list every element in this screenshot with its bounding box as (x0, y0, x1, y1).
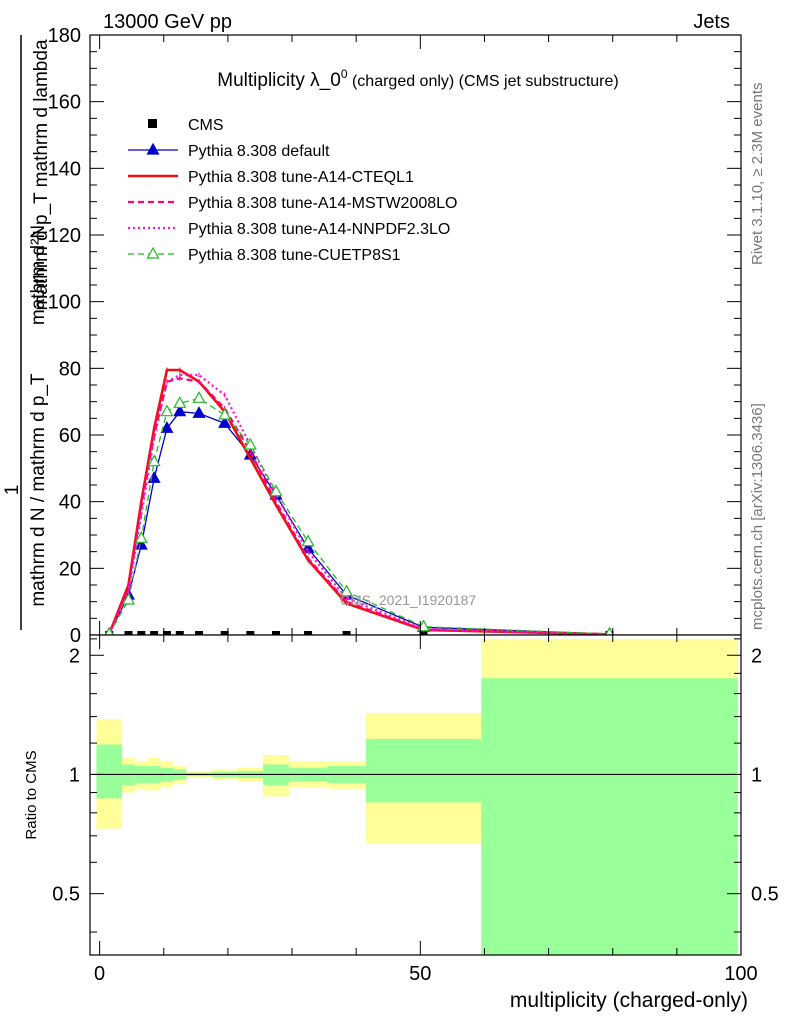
legend-label: Pythia 8.308 tune-A14-CTEQL1 (188, 169, 414, 186)
y-label-denominator: mathrm d p_T mathrm d lambda (31, 39, 52, 310)
y-tick-label: 60 (59, 425, 81, 447)
y-tick-label: 20 (59, 558, 81, 580)
point-marker (218, 416, 232, 428)
legend-item-cuetp8s1: Pythia 8.308 tune-CUETP8S1 (128, 246, 401, 264)
ratio-inner-band (365, 738, 482, 803)
legend-marker (148, 119, 157, 128)
y-tick-label: 40 (59, 492, 81, 514)
y-tick-label: 100 (48, 292, 81, 314)
ratio-y-tick-label: 1 (69, 764, 80, 786)
ratio-plot-frame (89, 634, 742, 956)
legend-item-default: Pythia 8.308 default (128, 142, 330, 160)
y-tick-label: 160 (48, 92, 81, 114)
x-tick-label: 0 (94, 963, 105, 985)
chart-title: Multiplicity λ_00 (charged only) (CMS je… (217, 67, 618, 91)
y-label-prefix-numerator: 1 (2, 485, 23, 496)
point-marker (173, 404, 187, 417)
legend-label: Pythia 8.308 tune-CUETP8S1 (188, 247, 401, 264)
point-marker (160, 404, 174, 417)
y-tick-label: 0 (70, 625, 81, 647)
point-marker (134, 531, 148, 543)
point-marker (147, 454, 161, 467)
ratio-inner-band (481, 678, 738, 955)
ratio-bands (90, 638, 741, 955)
ratio-y-tick-label: 2 (69, 645, 80, 667)
legend-label: Pythia 8.308 default (188, 143, 330, 160)
series-cuetp8s1 (102, 391, 617, 639)
y-label-prefix-denominator: mathrm d N / mathrm d p_T (28, 373, 49, 607)
main-plot-background (90, 35, 741, 635)
point-marker (340, 584, 354, 597)
rivet-version-label: Rivet 3.1.10, ≥ 2.3M events (749, 83, 766, 266)
point-marker (192, 391, 206, 403)
header-collision: 13000 GeV pp (103, 11, 232, 33)
x-tick-label: 50 (409, 963, 431, 985)
point-marker (192, 406, 206, 418)
x-tick-label: 100 (724, 963, 757, 985)
point-marker (269, 484, 283, 497)
legend-marker (146, 142, 160, 155)
legend-marker (146, 246, 160, 259)
legend-item-cteql1: Pythia 8.308 tune-A14-CTEQL1 (128, 169, 414, 186)
legend-item-cms: CMS (148, 117, 224, 134)
point-marker (134, 537, 148, 550)
legend-label: Pythia 8.308 tune-A14-NNPDF2.3LO (188, 221, 450, 238)
point-marker (121, 592, 135, 605)
ratio-y-tick-label: 0.5 (52, 884, 80, 906)
ratio-y-tick-label-right: 1 (751, 764, 762, 786)
legend: CMS Pythia 8.308 default Pythia 8.308 tune… (128, 117, 457, 264)
point-marker (218, 407, 232, 420)
point-marker (160, 421, 174, 433)
mcplots-reference-label: mcplots.cern.ch [arXiv:1306.3436] (749, 403, 766, 630)
point-marker (243, 437, 257, 450)
analysis-watermark: CMS_2021_I1920187 (340, 592, 476, 608)
x-axis-label: multiplicity (charged-only) (510, 989, 748, 1012)
ratio-inner-band (96, 744, 123, 799)
point-marker (301, 534, 315, 547)
y-tick-label: 80 (59, 358, 81, 380)
legend-item-nnpdf: Pythia 8.308 tune-A14-NNPDF2.3LO (128, 221, 450, 238)
legend-item-mstw: Pythia 8.308 tune-A14-MSTW2008LO (128, 195, 457, 212)
series-line-cuetp8s1 (108, 397, 610, 635)
ratio-panel: 0.5 0.5 1 1 2 2 0 50 100 Ratio to CMS multiplici… (23, 634, 779, 1012)
y-tick-label: 180 (48, 25, 81, 47)
y-tick-label: 120 (48, 225, 81, 247)
y-tick-label: 140 (48, 158, 81, 180)
legend-label: CMS (188, 117, 224, 134)
ratio-y-tick-label-right: 0.5 (751, 884, 779, 906)
y-label-numerator: mathrm d²N (28, 225, 49, 325)
ratio-y-tick-label-right: 2 (751, 645, 762, 667)
main-y-axis-label: mathrm d²N mathrm d p_T mathrm d lambda … (2, 35, 52, 630)
ratio-y-axis-label: Ratio to CMS (23, 750, 40, 839)
main-panel: CMS_2021_I1920187 0 20 40 60 80 100 120 140 160 1… (48, 25, 742, 647)
point-marker (173, 396, 187, 408)
series-line-mstw (108, 377, 610, 636)
legend-label: Pythia 8.308 tune-A14-MSTW2008LO (188, 195, 457, 212)
series-line-nnpdf (108, 373, 610, 636)
series-line-default (108, 410, 610, 635)
header-category: Jets (693, 11, 730, 33)
